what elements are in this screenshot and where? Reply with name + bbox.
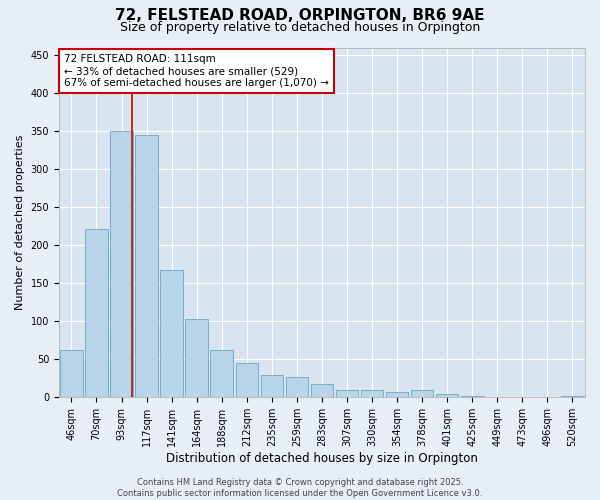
Bar: [361, 390, 383, 398]
X-axis label: Distribution of detached houses by size in Orpington: Distribution of detached houses by size …: [166, 452, 478, 465]
Bar: [461, 396, 484, 398]
Bar: [160, 270, 183, 398]
Bar: [436, 394, 458, 398]
Y-axis label: Number of detached properties: Number of detached properties: [15, 134, 25, 310]
Bar: [110, 131, 133, 398]
Bar: [85, 228, 108, 398]
Bar: [260, 374, 283, 398]
Bar: [211, 350, 233, 398]
Text: Size of property relative to detached houses in Orpington: Size of property relative to detached ho…: [120, 21, 480, 34]
Bar: [286, 377, 308, 398]
Bar: [311, 384, 333, 398]
Bar: [411, 390, 433, 398]
Bar: [185, 319, 208, 398]
Text: Contains HM Land Registry data © Crown copyright and database right 2025.
Contai: Contains HM Land Registry data © Crown c…: [118, 478, 482, 498]
Text: 72, FELSTEAD ROAD, ORPINGTON, BR6 9AE: 72, FELSTEAD ROAD, ORPINGTON, BR6 9AE: [115, 8, 485, 22]
Bar: [386, 392, 409, 398]
Bar: [60, 350, 83, 398]
Bar: [236, 363, 258, 398]
Text: 72 FELSTEAD ROAD: 111sqm
← 33% of detached houses are smaller (529)
67% of semi-: 72 FELSTEAD ROAD: 111sqm ← 33% of detach…: [64, 54, 329, 88]
Bar: [136, 135, 158, 398]
Bar: [561, 396, 584, 398]
Bar: [336, 390, 358, 398]
